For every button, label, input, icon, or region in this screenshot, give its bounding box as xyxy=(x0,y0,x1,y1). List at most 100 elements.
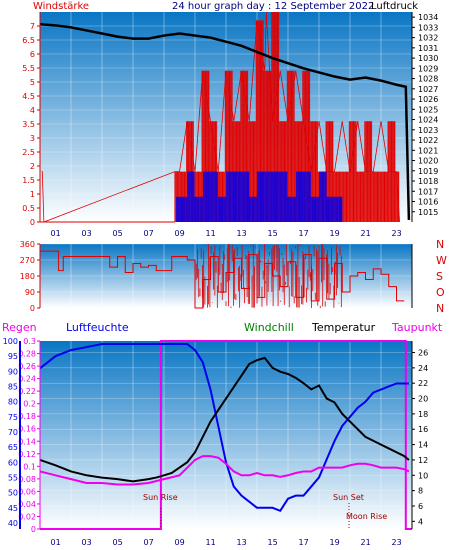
y-right-tick-label: 1021 xyxy=(418,146,438,155)
humidity-line xyxy=(39,343,409,513)
y-humidity-tick-label: 60 xyxy=(8,458,18,467)
compass-label-o: O xyxy=(436,286,445,299)
y-dir-tick-label: 0 xyxy=(30,304,35,313)
y-left-tick-label: 0.5 xyxy=(22,204,35,213)
y-temp-tick-label: 18 xyxy=(418,410,428,419)
y-temp-tick-label: 14 xyxy=(418,441,428,450)
y-rain-tick-label: 0.12 xyxy=(18,450,36,459)
y-temp-tick-label: 24 xyxy=(418,364,428,373)
y-temp-tick-label: 10 xyxy=(418,471,428,480)
y-right-tick-label: 1025 xyxy=(418,105,438,114)
y-temp-tick-label: 22 xyxy=(418,379,428,388)
y-humidity-tick-label: 55 xyxy=(8,473,18,482)
y-right-tick-label: 1033 xyxy=(418,23,438,32)
y-rain-tick-label: 0.02 xyxy=(18,512,36,521)
y-right-tick-label: 1032 xyxy=(418,34,438,43)
x-tick-label: 19 xyxy=(330,538,340,547)
y-temp-tick-label: 20 xyxy=(418,395,428,404)
y-right-tick-label: 1018 xyxy=(418,177,438,186)
luftdruck-label: Luftdruck xyxy=(371,1,418,12)
y-humidity-tick-label: 40 xyxy=(8,519,18,528)
x-tick-label: 21 xyxy=(361,229,371,238)
y-left-tick-label: 6.5 xyxy=(22,36,35,45)
axis-layer: 01 03 05 07 09 11 13 15 17 19 21 2300.511.522.533.5… xyxy=(3,12,438,547)
pressure-line xyxy=(39,23,411,220)
y-dir-tick-label: 360 xyxy=(20,240,35,249)
windstaerke-label: Windstärke xyxy=(33,1,89,12)
x-tick-label: 17 xyxy=(299,229,309,238)
compass-label-s: S xyxy=(436,270,443,283)
compass-label-w: W xyxy=(436,254,447,267)
y-humidity-tick-label: 65 xyxy=(8,443,18,452)
y-left-tick-label: 2 xyxy=(30,162,35,171)
chart-title: 24 hour graph day : 12 September 2022 xyxy=(172,1,374,12)
compass-label-n-top: N xyxy=(436,238,444,251)
x-tick-label: 19 xyxy=(330,229,340,238)
y-left-tick-label: 2.5 xyxy=(22,148,35,157)
y-right-tick-label: 1020 xyxy=(418,157,438,166)
y-humidity-tick-label: 50 xyxy=(8,489,18,498)
x-tick-label: 09 xyxy=(175,229,185,238)
x-tick-label: 03 xyxy=(82,229,92,238)
y-right-tick-label: 1019 xyxy=(418,167,438,176)
x-tick-label: 05 xyxy=(113,538,123,547)
y-rain-tick-label: 0.06 xyxy=(18,487,36,496)
y-humidity-tick-label: 95 xyxy=(8,352,18,361)
y-dir-tick-label: 90 xyxy=(25,288,35,297)
y-right-tick-label: 1027 xyxy=(418,85,438,94)
y-right-tick-label: 1017 xyxy=(418,187,438,196)
x-tick-label: 15 xyxy=(268,229,278,238)
y-right-tick-label: 1028 xyxy=(418,75,438,84)
y-humidity-tick-label: 75 xyxy=(8,413,18,422)
y-left-tick-label: 1.5 xyxy=(22,176,35,185)
y-right-tick-label: 1024 xyxy=(418,116,438,125)
wind-direction-line xyxy=(40,250,405,309)
sun-set-label: Sun Set xyxy=(333,493,364,502)
y-left-tick-label: 3.5 xyxy=(22,120,35,129)
y-temp-tick-label: 12 xyxy=(418,456,428,465)
y-rain-tick-label: 0.18 xyxy=(18,412,36,421)
y-left-tick-label: 6 xyxy=(30,50,35,59)
y-right-tick-label: 1016 xyxy=(418,198,438,207)
y-rain-tick-label: 0.28 xyxy=(18,350,36,359)
x-tick-label: 03 xyxy=(82,538,92,547)
y-rain-tick-label: 0.3 xyxy=(23,337,36,346)
y-right-tick-label: 1031 xyxy=(418,44,438,53)
y-humidity-tick-label: 70 xyxy=(8,428,18,437)
x-tick-label: 23 xyxy=(392,538,402,547)
x-tick-label: 23 xyxy=(392,229,402,238)
y-temp-tick-label: 26 xyxy=(418,349,428,358)
legend-windchill: Windchill xyxy=(244,321,294,334)
y-right-tick-label: 1034 xyxy=(418,13,438,22)
y-temp-tick-label: 4 xyxy=(418,517,423,526)
y-humidity-tick-label: 85 xyxy=(8,382,18,391)
y-rain-tick-label: 0.22 xyxy=(18,387,36,396)
x-tick-label: 21 xyxy=(361,538,371,547)
legend-temperatur: Temperatur xyxy=(311,321,376,334)
y-rain-tick-label: 0 xyxy=(31,525,36,534)
y-left-tick-label: 7 xyxy=(30,22,35,31)
x-tick-label: 11 xyxy=(206,538,216,547)
y-left-tick-label: 1 xyxy=(30,190,35,199)
legend-regen: Regen xyxy=(2,321,37,334)
temperature-line xyxy=(39,356,410,483)
x-tick-label: 05 xyxy=(113,229,123,238)
y-left-tick-label: 3 xyxy=(30,134,35,143)
y-dir-tick-label: 270 xyxy=(20,256,35,265)
y-right-tick-label: 1026 xyxy=(418,95,438,104)
compass-label-n-bottom: N xyxy=(436,302,444,315)
y-right-tick-label: 1023 xyxy=(418,126,438,135)
y-rain-tick-label: 0.26 xyxy=(18,362,36,371)
legend-luftfeuchte: Luftfeuchte xyxy=(66,321,129,334)
legend-taupunkt: Taupunkt xyxy=(391,321,443,334)
x-tick-label: 01 xyxy=(51,229,61,238)
x-tick-label: 07 xyxy=(144,538,154,547)
y-left-tick-label: 4 xyxy=(30,106,35,115)
x-tick-label: 15 xyxy=(268,538,278,547)
y-rain-tick-label: 0.2 xyxy=(23,400,36,409)
y-humidity-tick-label: 80 xyxy=(8,398,18,407)
y-rain-tick-label: 0.08 xyxy=(18,475,36,484)
y-rain-tick-label: 0.1 xyxy=(23,462,36,471)
dewpoint-line xyxy=(39,455,410,486)
